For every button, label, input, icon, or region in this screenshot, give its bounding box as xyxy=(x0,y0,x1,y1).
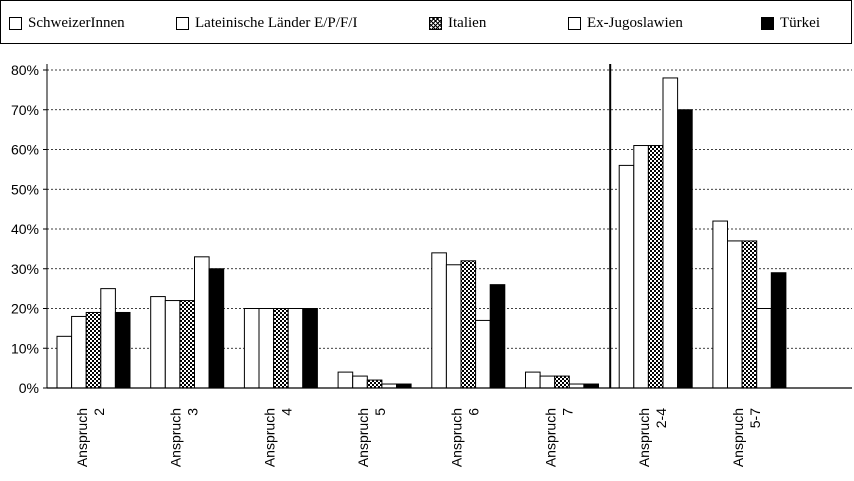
bar-ex-jugoslawien xyxy=(475,319,491,389)
bar-schweizerinnen xyxy=(618,164,635,389)
bar-ex-jugoslawien xyxy=(287,308,304,389)
y-tick-label: 40% xyxy=(11,221,39,237)
category-label: Anspruch xyxy=(542,408,558,467)
bar-ex-jugoslawien xyxy=(662,77,679,389)
y-tick-label: 30% xyxy=(11,261,39,277)
legend-swatch-black xyxy=(761,16,774,30)
bar-schweizerinnen xyxy=(243,308,260,389)
bar-italien xyxy=(85,311,102,389)
category-label: Anspruch xyxy=(449,408,465,467)
x-axis: Anspruch 2 Anspruch 3 Anspruch 4 Anspruch 5 Ansp… xyxy=(47,64,852,467)
bar-italien xyxy=(741,240,758,389)
bar-italien xyxy=(366,379,383,389)
bar-schweizerinnen xyxy=(150,296,166,389)
legend-swatch-checker xyxy=(429,16,442,30)
bar-schweizerinnen xyxy=(56,335,73,389)
y-axis: 0% 10% 20% 30% 40% 50% 60% 70% 80% xyxy=(11,62,48,396)
y-tick-label: 80% xyxy=(11,62,39,78)
bar-italien xyxy=(647,145,664,389)
bar-lateinische-l-nder-e-p-f-i xyxy=(71,315,87,389)
bar-lateinische-l-nder-e-p-f-i xyxy=(352,375,368,389)
bar-ex-jugoslawien xyxy=(194,256,210,389)
bar-schweizerinnen xyxy=(525,371,541,389)
legend-swatch-white xyxy=(176,16,189,30)
bar-lateinische-l-nder-e-p-f-i xyxy=(164,300,181,389)
bar-t-rkei xyxy=(770,272,787,389)
bar-t-rkei xyxy=(302,308,318,389)
y-tick-label: 70% xyxy=(11,102,39,118)
category-label: 4 xyxy=(278,408,294,416)
legend-label: Türkei xyxy=(780,14,820,31)
bar-ex-jugoslawien xyxy=(756,308,772,389)
y-tick-label: 50% xyxy=(11,181,39,197)
bar-t-rkei xyxy=(489,284,506,389)
category-label: 3 xyxy=(185,408,201,416)
bar-lateinische-l-nder-e-p-f-i xyxy=(445,264,462,389)
category-label: Anspruch xyxy=(261,408,277,467)
y-tick-label: 20% xyxy=(11,301,39,317)
bar-schweizerinnen xyxy=(337,371,354,389)
bar-t-rkei xyxy=(677,109,693,389)
legend-item-ex-jugoslawien: Ex-Jugoslawien xyxy=(568,13,683,33)
legend-item-italien: Italien xyxy=(429,13,486,33)
bar-lateinische-l-nder-e-p-f-i xyxy=(539,375,556,389)
legend-item-schweizerinnen: SchweizerInnen xyxy=(9,13,125,33)
bar-lateinische-l-nder-e-p-f-i xyxy=(258,308,275,389)
legend-label: Italien xyxy=(448,14,487,31)
bar-t-rkei xyxy=(208,268,225,389)
y-tick-label: 10% xyxy=(11,340,39,356)
category-label: Anspruch xyxy=(355,408,371,467)
bar-italien xyxy=(460,260,477,389)
legend-swatch-white xyxy=(568,16,581,30)
y-tick-label: 60% xyxy=(11,142,39,158)
bar-chart: 0%10%20%30%40%50%60%70%80% Anspruch 2 Ansp… xyxy=(11,62,852,467)
bar-t-rkei xyxy=(114,311,131,389)
category-label: 5-7 xyxy=(747,408,763,428)
bar-schweizerinnen xyxy=(431,252,447,389)
bar-lateinische-l-nder-e-p-f-i xyxy=(727,240,743,389)
bar-ex-jugoslawien xyxy=(100,288,116,389)
legend-item-lateinische-laender: Lateinische Länder E/P/F/I xyxy=(176,13,357,33)
bar-italien xyxy=(554,375,570,389)
category-label: Anspruch xyxy=(636,408,652,467)
category-label: Anspruch xyxy=(74,408,90,467)
category-label: 2 xyxy=(91,408,107,416)
category-label: 5 xyxy=(372,408,388,416)
category-label: 2-4 xyxy=(653,408,669,428)
category-label: Anspruch xyxy=(730,408,746,467)
y-tick-label: 0% xyxy=(19,380,39,396)
bar-italien xyxy=(179,300,195,389)
legend-swatch-white xyxy=(9,16,22,30)
bar-italien xyxy=(273,308,289,389)
category-label: 6 xyxy=(466,408,482,416)
category-label: 7 xyxy=(559,408,575,416)
legend-label: Ex-Jugoslawien xyxy=(587,14,683,31)
legend-label: Lateinische Länder E/P/F/I xyxy=(195,14,358,31)
bar-schweizerinnen xyxy=(712,220,729,389)
category-label: Anspruch xyxy=(168,408,184,467)
legend-label: SchweizerInnen xyxy=(28,14,125,31)
chart-legend: SchweizerInnen Lateinische Länder E/P/F/… xyxy=(0,0,852,44)
legend-item-tuerkei: Türkei xyxy=(761,13,820,33)
bars xyxy=(56,77,787,389)
bar-lateinische-l-nder-e-p-f-i xyxy=(633,145,649,389)
